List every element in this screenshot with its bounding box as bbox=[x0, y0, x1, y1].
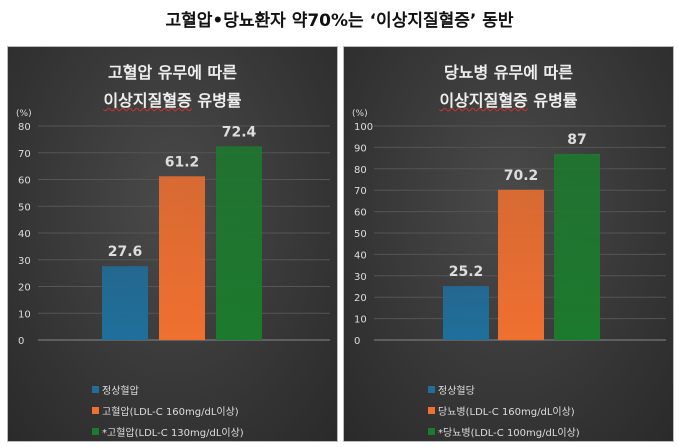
bar-2 bbox=[159, 176, 205, 340]
chart-panel-diabetes: 당뇨병 유무에 따른 이상지질혈증 유병률 (%) 0 10 20 30 40 50 60 70… bbox=[343, 46, 674, 442]
y-tick-label: 100 bbox=[354, 122, 373, 133]
data-label: 61.2 bbox=[165, 154, 200, 170]
legend-swatch bbox=[92, 407, 99, 414]
y-tick-label: 70 bbox=[18, 149, 31, 160]
legend-label: *당뇨병(LDL-C 100mg/dL이상) bbox=[438, 428, 580, 439]
data-label: 25.2 bbox=[449, 264, 484, 280]
chart-title-line2: 이상지질혈증 유병률 bbox=[8, 87, 337, 111]
legend-item: 고혈압(LDL-C 160mg/dL이상) bbox=[92, 400, 244, 421]
y-tick-label: 50 bbox=[354, 229, 367, 240]
chart-panel-hypertension: 고혈압 유무에 따른 이상지질혈증 유병률 (%) 0 10 20 30 40 50 60 70… bbox=[7, 46, 338, 442]
y-tick-label: 80 bbox=[18, 122, 31, 133]
y-tick-label: 60 bbox=[18, 176, 31, 187]
bar-1 bbox=[102, 266, 148, 340]
legend-label: 고혈압(LDL-C 160mg/dL이상) bbox=[102, 407, 239, 418]
legend-label: 당뇨병(LDL-C 160mg/dL이상) bbox=[438, 407, 575, 418]
y-tick-label: 20 bbox=[18, 283, 31, 294]
chart-svg: (%) 0 10 20 30 40 50 60 70 80 27.6 61.2 72.4 bbox=[16, 109, 330, 347]
y-axis-label: (%) bbox=[352, 109, 368, 119]
y-tick-label: 70 bbox=[354, 186, 367, 197]
y-tick-label: 60 bbox=[354, 208, 367, 219]
y-tick-label: 0 bbox=[18, 336, 24, 347]
legend-item: *고혈압(LDL-C 130mg/dL이상) bbox=[92, 421, 244, 442]
legend-item: 당뇨병(LDL-C 160mg/dL이상) bbox=[428, 400, 580, 421]
data-label: 87 bbox=[567, 132, 586, 148]
bar-3 bbox=[216, 146, 262, 340]
bar-1 bbox=[443, 286, 489, 340]
y-tick-label: 90 bbox=[354, 143, 367, 154]
chart-title-rest: 유병률 bbox=[197, 91, 242, 110]
legend: 정상혈당 당뇨병(LDL-C 160mg/dL이상) *당뇨병(LDL-C 10… bbox=[428, 379, 580, 442]
y-tick-label: 10 bbox=[18, 309, 31, 320]
legend: 정상혈압 고혈압(LDL-C 160mg/dL이상) *고혈압(LDL-C 13… bbox=[92, 379, 244, 442]
y-axis-label: (%) bbox=[16, 109, 32, 119]
y-tick-label: 0 bbox=[354, 336, 360, 347]
data-label: 27.6 bbox=[108, 244, 143, 260]
chart-title-line1: 당뇨병 유무에 따른 bbox=[444, 63, 573, 82]
bar-2 bbox=[498, 189, 544, 340]
y-tick-label: 80 bbox=[354, 165, 367, 176]
chart-title-line1: 고혈압 유무에 따른 bbox=[108, 63, 237, 82]
y-tick-label: 30 bbox=[18, 256, 31, 267]
legend-swatch bbox=[92, 386, 99, 393]
main-title: 고혈압•당뇨환자 약70%는 ‘이상지질혈증’ 동반 bbox=[165, 11, 514, 31]
data-label: 72.4 bbox=[222, 124, 257, 140]
data-label: 70.2 bbox=[504, 168, 539, 184]
y-tick-label: 30 bbox=[354, 272, 367, 283]
chart-title-line2: 이상지질혈증 유병률 bbox=[344, 87, 673, 111]
chart-title-term: 이상지질혈증 bbox=[439, 91, 528, 110]
bar-3 bbox=[554, 153, 600, 340]
chart-title-term: 이상지질혈증 bbox=[103, 91, 192, 110]
chart-svg: (%) 0 10 20 30 40 50 60 70 80 90 100 25.2 70.2 87 bbox=[352, 109, 666, 347]
chart-title-rest: 유병률 bbox=[533, 91, 578, 110]
legend-swatch bbox=[428, 428, 435, 435]
legend-item: 정상혈압 bbox=[92, 379, 244, 400]
y-tick-label: 40 bbox=[354, 250, 367, 261]
y-tick-label: 10 bbox=[354, 315, 367, 326]
y-tick-label: 40 bbox=[18, 229, 31, 240]
legend-label: 정상혈당 bbox=[438, 386, 475, 397]
y-tick-label: 20 bbox=[354, 293, 367, 304]
legend-item: 정상혈당 bbox=[428, 379, 580, 400]
legend-swatch bbox=[428, 407, 435, 414]
legend-label: *고혈압(LDL-C 130mg/dL이상) bbox=[102, 428, 244, 439]
y-tick-label: 50 bbox=[18, 202, 31, 213]
legend-swatch bbox=[428, 386, 435, 393]
legend-item: *당뇨병(LDL-C 100mg/dL이상) bbox=[428, 421, 580, 442]
legend-label: 정상혈압 bbox=[102, 386, 139, 397]
legend-swatch bbox=[92, 428, 99, 435]
